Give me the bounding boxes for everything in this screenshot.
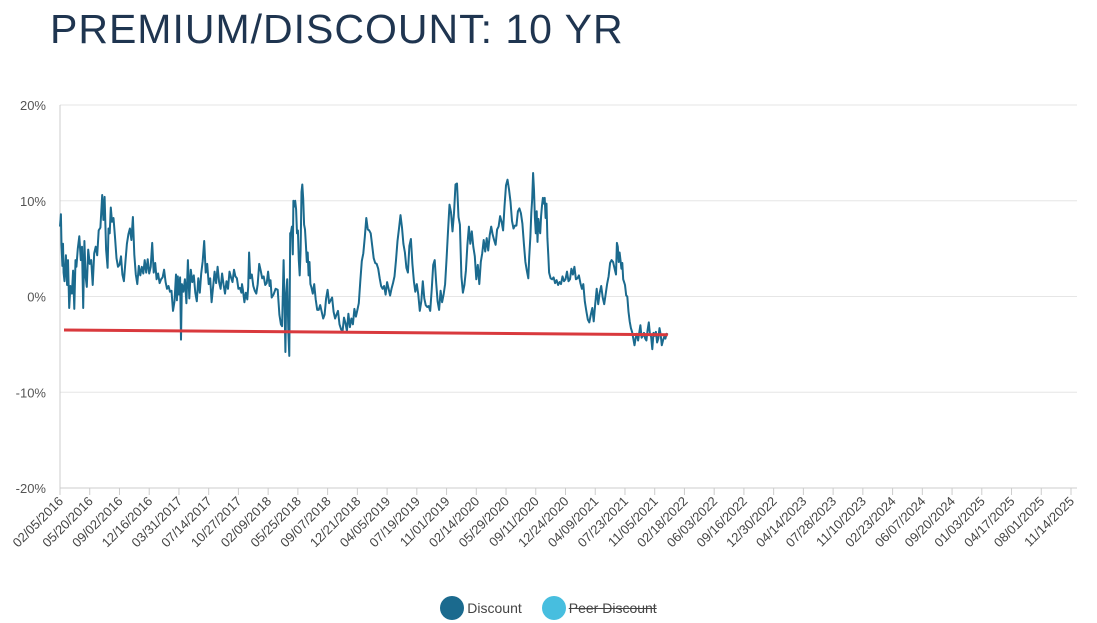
series-lines (59, 172, 669, 357)
gridlines (60, 104, 1077, 489)
page-title: PREMIUM/DISCOUNT: 10 YR (50, 6, 624, 52)
y-tick-label: 20% (20, 98, 46, 113)
y-axis-ticks: 20% 10% 0% -10% -20% (16, 98, 47, 496)
premium-discount-chart: 20% 10% 0% -10% -20% 02/05/201605/20/201609/… (9, 98, 1077, 551)
legend-item-discount[interactable]: Discount (440, 596, 522, 620)
y-tick-label: 0% (27, 290, 46, 305)
legend-label-discount: Discount (467, 600, 522, 616)
reference-line-average (63, 328, 668, 337)
legend-item-peer-discount[interactable]: Peer Discount (541, 596, 657, 620)
legend: Discount Peer Discount (0, 596, 1097, 620)
legend-swatch-peer-discount (541, 596, 566, 620)
y-tick-label: -20% (16, 481, 47, 496)
series-line-discount (59, 172, 669, 357)
x-axis-ticks: 02/05/201605/20/201609/02/201612/16/2016… (9, 494, 1077, 551)
legend-swatch-discount (440, 596, 465, 620)
legend-label-peer-discount: Peer Discount (568, 600, 657, 616)
y-tick-label: 10% (20, 194, 46, 209)
axes (59, 105, 1077, 495)
y-tick-label: -10% (16, 385, 47, 400)
